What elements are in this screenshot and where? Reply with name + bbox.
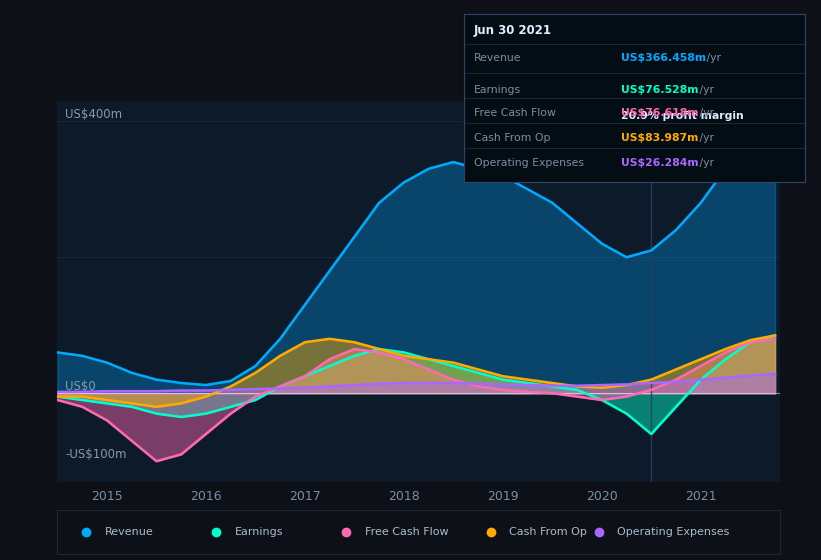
Text: US$26.284m: US$26.284m <box>621 158 698 169</box>
Text: Cash From Op: Cash From Op <box>474 133 551 143</box>
Text: /yr: /yr <box>695 108 713 118</box>
Text: /yr: /yr <box>695 158 713 169</box>
Text: Cash From Op: Cash From Op <box>509 527 587 537</box>
Text: Free Cash Flow: Free Cash Flow <box>474 108 556 118</box>
Text: 20.9% profit margin: 20.9% profit margin <box>621 111 743 122</box>
Text: US$76.618m: US$76.618m <box>621 108 698 118</box>
Text: Revenue: Revenue <box>474 53 521 63</box>
Text: Revenue: Revenue <box>104 527 154 537</box>
Text: /yr: /yr <box>695 133 713 143</box>
Text: /yr: /yr <box>703 53 721 63</box>
Text: US$366.458m: US$366.458m <box>621 53 706 63</box>
Text: /yr: /yr <box>695 85 713 95</box>
Text: Earnings: Earnings <box>474 85 521 95</box>
Text: US$0: US$0 <box>66 380 96 393</box>
Text: -US$100m: -US$100m <box>66 448 127 461</box>
Text: Free Cash Flow: Free Cash Flow <box>365 527 448 537</box>
Text: Operating Expenses: Operating Expenses <box>617 527 730 537</box>
Text: US$76.528m: US$76.528m <box>621 85 698 95</box>
Text: Earnings: Earnings <box>235 527 283 537</box>
Text: US$83.987m: US$83.987m <box>621 133 698 143</box>
Text: US$400m: US$400m <box>66 108 122 121</box>
Text: Operating Expenses: Operating Expenses <box>474 158 584 169</box>
Text: Jun 30 2021: Jun 30 2021 <box>474 24 552 37</box>
